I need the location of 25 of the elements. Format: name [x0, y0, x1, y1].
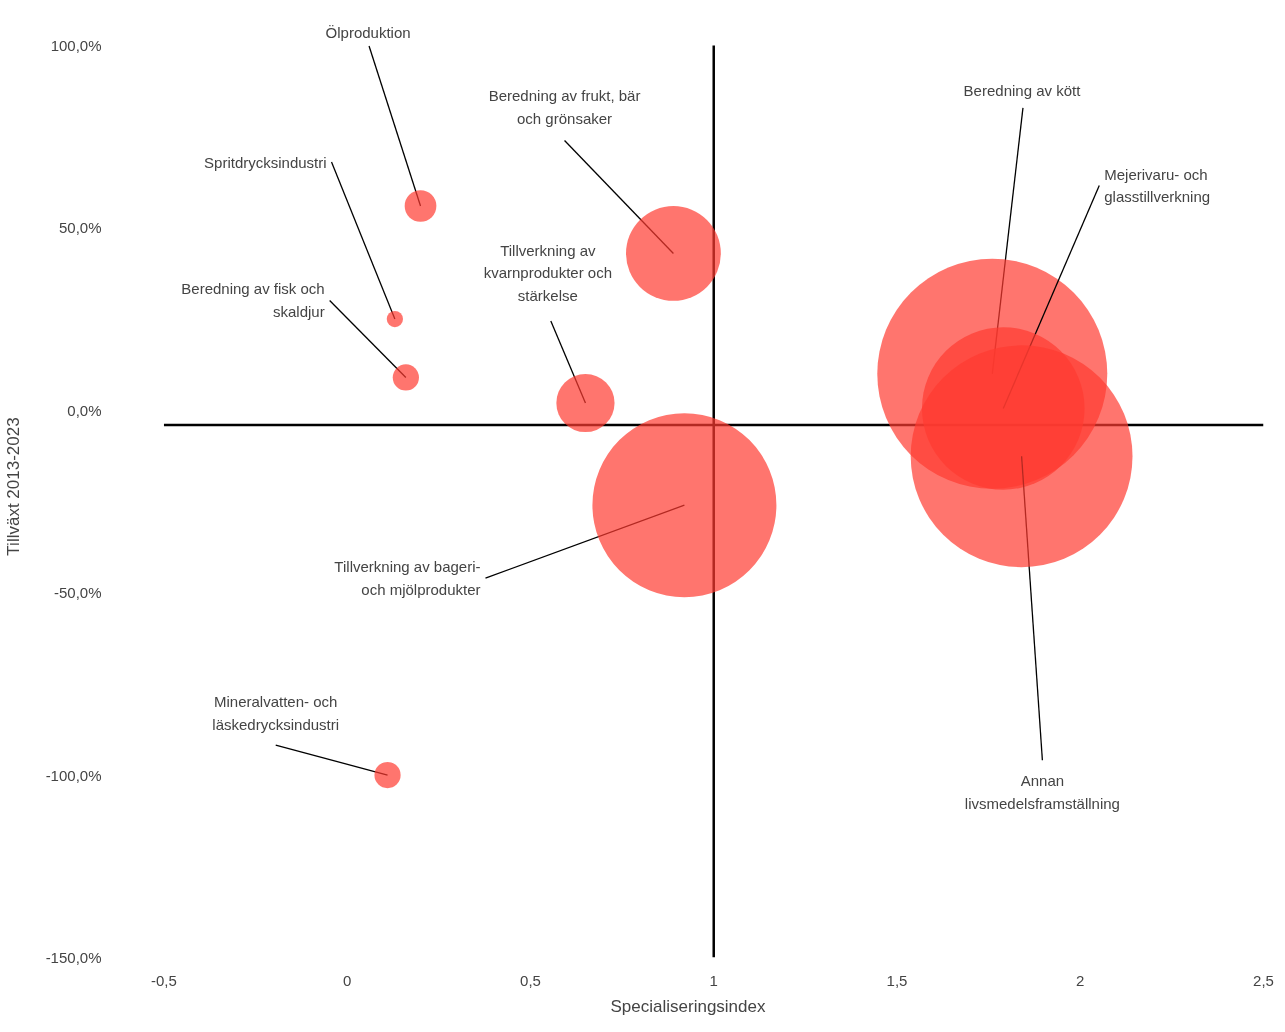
y-tick-label: 0,0% — [67, 401, 102, 419]
x-tick-label: -0,5 — [151, 971, 177, 989]
y-axis-title: Tillväxt 2013-2023 — [3, 417, 23, 556]
x-tick-label: 0,5 — [520, 971, 541, 989]
x-tick-label: 1,5 — [886, 971, 908, 989]
text: Spritdrycksindustri — [204, 153, 327, 171]
text: Tillverkning av bageri- och mjölprodukter — [334, 558, 481, 599]
y-tick-label: 100,0% — [50, 37, 102, 54]
text: Beredning av kött — [963, 82, 1082, 100]
text: Annan livsmedelsframställning — [964, 772, 1120, 813]
text: Beredning av frukt, bär och grönsaker — [488, 87, 641, 128]
x-tick-label: 2,5 — [1253, 971, 1274, 989]
text: Tillverkning av kvarnprodukter och stärkelse — [483, 241, 613, 305]
text: Mineralvatten- och läskedrycksindustri — [212, 693, 340, 734]
text: Ölproduktion — [325, 23, 411, 41]
y-tick-label: -100,0% — [45, 766, 102, 784]
text: Mejerivaru- och glasstillverkning — [1104, 165, 1211, 206]
y-tick-label: -50,0% — [53, 584, 102, 602]
x-tick-label: 1 — [709, 971, 718, 989]
x-tick-label: 2 — [1076, 971, 1085, 989]
text: Beredning av fisk och skaldjur — [181, 280, 325, 321]
y-tick-label: 50,0% — [58, 219, 102, 237]
x-tick-label: 0 — [343, 971, 352, 989]
y-tick-label: -150,0% — [45, 949, 102, 966]
x-axis-title: Specialiseringsindex — [610, 996, 766, 1016]
